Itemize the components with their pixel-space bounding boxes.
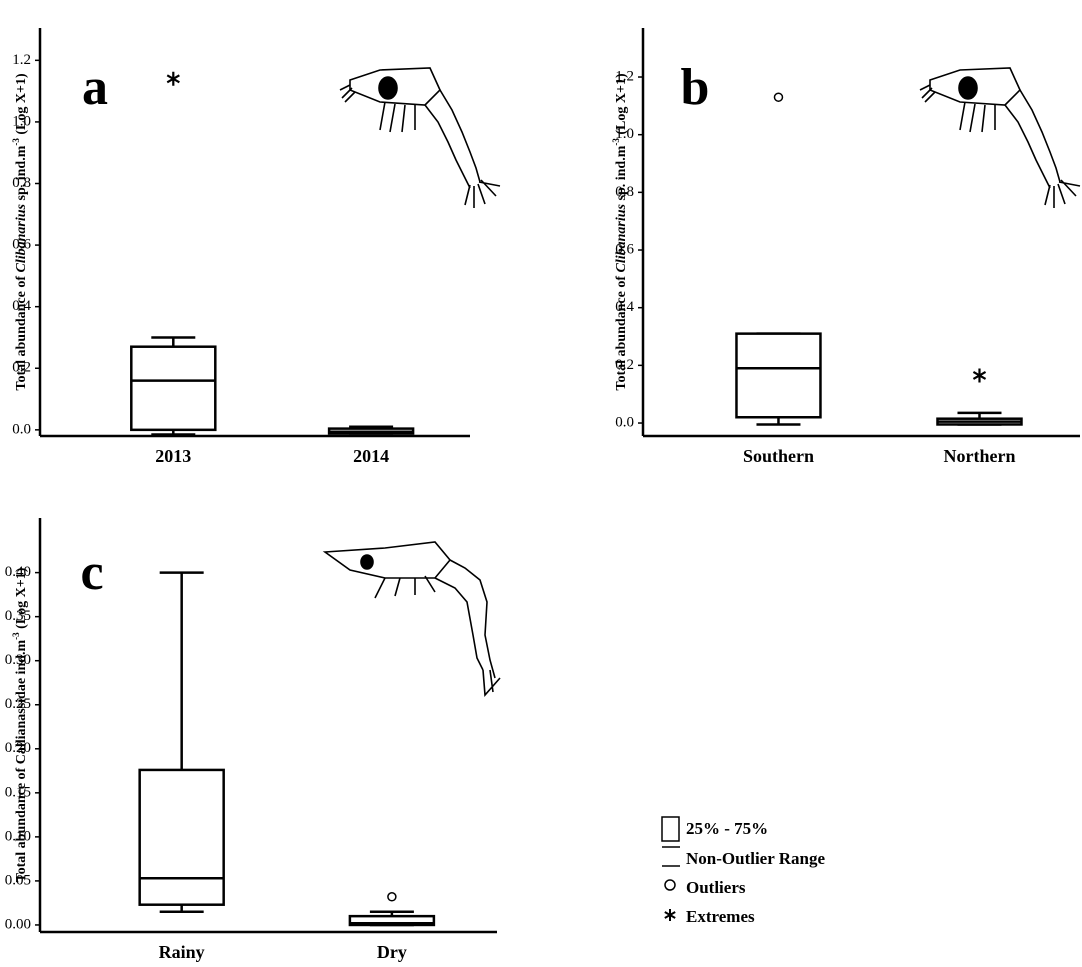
shrimp-sketch [339, 67, 501, 208]
y-axis-label-part: -3 [611, 138, 621, 146]
y-tick-label: 0.40 [5, 564, 31, 580]
y-tick-label: 1.2 [615, 68, 634, 84]
y-axis-label-part: Clibanarius [14, 203, 29, 272]
y-tick-label: 0.0 [615, 414, 634, 430]
y-tick-label: 0.05 [5, 872, 31, 888]
y-tick-label: 0.25 [5, 696, 31, 712]
y-tick-label: 0.8 [615, 184, 634, 200]
panel-label: c [80, 544, 103, 601]
x-tick-label: Southern [743, 446, 814, 466]
legend-label: Non-Outlier Range [686, 849, 825, 868]
y-tick-label: 0.30 [5, 652, 31, 668]
y-tick-label: 0.4 [615, 299, 634, 315]
y-tick-label: 0.4 [12, 298, 31, 314]
y-tick-label: 0.8 [12, 175, 31, 191]
box [130, 345, 217, 432]
y-axis-label-part: Total abundance of Callianassidae ind.m [14, 639, 29, 882]
legend-label: 25% - 75% [686, 819, 768, 838]
y-axis-label-part: Total abundance of [14, 272, 29, 390]
y-axis-label-part: -3 [11, 138, 21, 146]
y-tick-label: 0.10 [5, 828, 31, 844]
y-axis-label-part: sp. ind.m [614, 145, 629, 204]
x-tick-label: Dry [377, 942, 407, 962]
y-tick-label: 0.2 [12, 360, 31, 376]
y-tick-label: 0.15 [5, 784, 31, 800]
y-tick-label: 0.6 [12, 237, 31, 253]
y-axis-label: Total abundance of Clibanarius sp. ind.m… [11, 73, 29, 391]
y-axis-label-part: Clibanarius [614, 203, 629, 272]
legend-label: Outliers [686, 878, 746, 897]
y-tick-label: 1.2 [12, 52, 31, 68]
shrimp-sketch [919, 67, 1081, 208]
y-axis-label-part: sp. ind.m [14, 145, 29, 204]
x-tick-label: Northern [943, 446, 1015, 466]
box [735, 332, 822, 419]
y-axis-label: Total abundance of Clibanarius sp. ind.m… [611, 73, 629, 391]
x-tick-label: 2013 [155, 446, 191, 466]
x-tick-label: Rainy [159, 942, 205, 962]
y-axis-label-part: -3 [11, 632, 21, 640]
y-tick-label: 0.35 [5, 608, 31, 624]
y-tick-label: 0.2 [615, 357, 634, 373]
y-tick-label: 1.0 [12, 113, 31, 129]
y-tick-label: 1.0 [615, 126, 634, 142]
y-tick-label: 0.20 [5, 740, 31, 756]
panel-label: a [82, 59, 108, 116]
y-axis-label-part: Total abundance of [614, 272, 629, 390]
legend: 25% - 75% Non-Outlier Range Outliers Ext… [661, 816, 825, 926]
outlier [773, 92, 784, 102]
y-axis-label-part: (Log X+1) [14, 567, 29, 632]
y-tick-label: 0.00 [5, 916, 31, 932]
legend-extreme-symbol [664, 909, 676, 921]
shrimp-sketch [322, 541, 501, 697]
y-axis-label-part: (Log X+1) [614, 73, 629, 138]
panel-label: b [681, 59, 710, 116]
extreme [972, 368, 987, 383]
y-axis-label-part: (Log X+1) [14, 73, 29, 138]
y-tick-label: 0.6 [615, 241, 634, 257]
x-tick-label: 2014 [353, 446, 389, 466]
box [138, 768, 225, 906]
outlier [387, 892, 397, 902]
extreme [166, 71, 180, 86]
legend-label: Extremes [686, 907, 755, 926]
legend-box-symbol [661, 816, 680, 842]
box [348, 914, 436, 927]
y-tick-label: 0.0 [12, 421, 31, 437]
legend-outlier-symbol [664, 879, 676, 891]
y-axis-label: Total abundance of Callianassidae ind.m-… [11, 567, 29, 882]
